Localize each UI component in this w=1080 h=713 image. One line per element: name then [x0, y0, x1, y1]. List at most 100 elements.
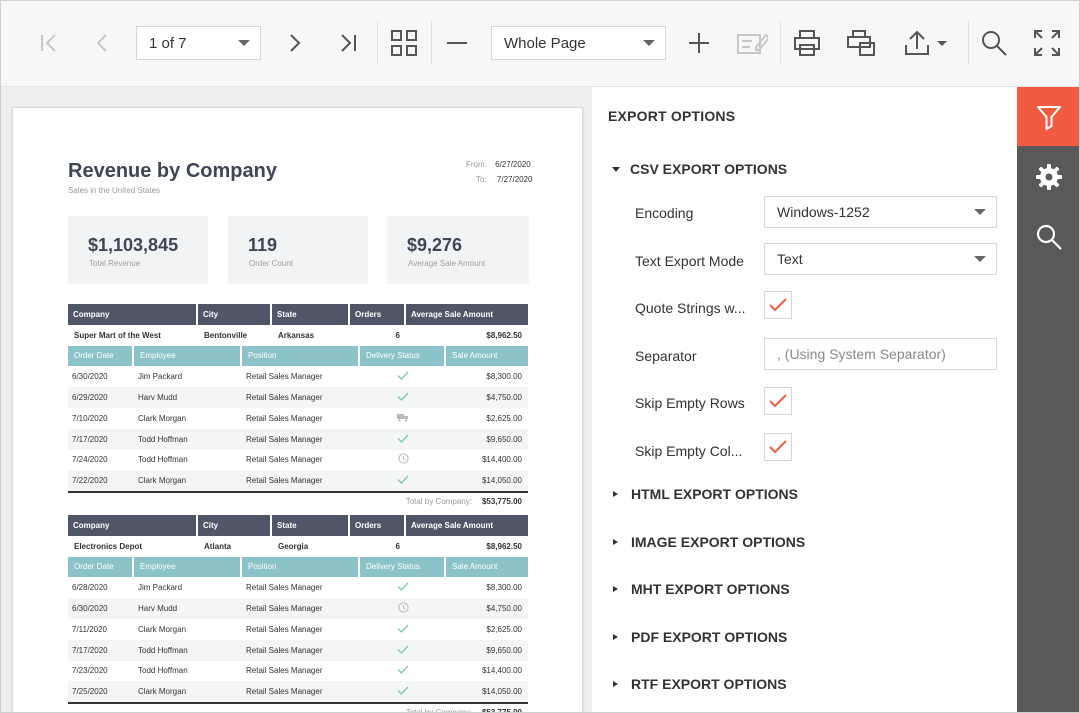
section-label: RTF EXPORT OPTIONS	[631, 676, 787, 692]
filter-icon	[1037, 105, 1061, 130]
check-icon	[397, 645, 409, 656]
last-page-button[interactable]	[330, 23, 366, 63]
check-icon	[397, 475, 409, 486]
order-date: 6/29/2020	[72, 393, 108, 403]
print-button[interactable]	[787, 23, 827, 63]
multipage-button[interactable]	[384, 23, 424, 63]
caret-right-icon	[613, 586, 618, 592]
delivery-status	[360, 624, 446, 635]
sale-amount: $4,750.00	[486, 393, 522, 403]
column-header: Company	[68, 515, 198, 536]
company-state: Arkansas	[278, 330, 315, 340]
editing-fields-button[interactable]	[732, 23, 772, 63]
order-position: Retail Sales Manager	[246, 434, 323, 444]
first-page-icon	[41, 34, 56, 52]
rtf-section-header[interactable]: RTF EXPORT OPTIONS	[612, 676, 787, 692]
chevron-left-icon	[96, 34, 107, 52]
delivery-status	[360, 434, 446, 445]
separator-input[interactable]: , (Using System Separator)	[764, 338, 997, 370]
delivery-status	[360, 665, 446, 676]
print-page-button[interactable]	[841, 23, 881, 63]
order-employee: Harv Mudd	[138, 393, 178, 403]
search-button[interactable]	[974, 23, 1014, 63]
delivery-status	[360, 453, 446, 466]
divider	[431, 21, 432, 65]
clock-icon	[397, 453, 409, 466]
company-header-row: Company City State Orders Average Sale Amoun…	[68, 304, 528, 325]
zoom-selector[interactable]: Whole Page	[491, 26, 666, 60]
edit-fields-icon	[737, 33, 768, 54]
kpi-total-revenue: $1,103,845 Total Revenue	[68, 216, 208, 284]
checkmark-icon	[769, 394, 787, 408]
image-section-header[interactable]: IMAGE EXPORT OPTIONS	[612, 534, 805, 550]
order-date: 7/10/2020	[72, 413, 108, 423]
section-label: IMAGE EXPORT OPTIONS	[631, 534, 806, 550]
column-header: City	[198, 304, 272, 325]
company-header-row: Company City State Orders Average Sale Amoun…	[68, 515, 528, 536]
section-label: MHT EXPORT OPTIONS	[631, 581, 790, 597]
table-row: 7/11/2020 Clark Morgan Retail Sales Manage…	[68, 619, 528, 640]
csv-section-header[interactable]: CSV EXPORT OPTIONS	[612, 161, 787, 177]
table-row: 7/17/2020 Todd Hoffman Retail Sales Manage…	[68, 428, 528, 450]
order-employee: Todd Hoffman	[138, 434, 188, 444]
column-header: Order Date	[68, 345, 134, 367]
encoding-label: Encoding	[635, 205, 694, 221]
prev-page-button[interactable]	[85, 23, 121, 63]
zoom-in-button[interactable]	[681, 23, 717, 63]
html-section-header[interactable]: HTML EXPORT OPTIONS	[612, 486, 798, 502]
next-page-button[interactable]	[276, 23, 312, 63]
table-row: 6/29/2020 Harv Mudd Retail Sales Manager $4…	[68, 387, 528, 408]
kpi-value: $1,103,845	[88, 235, 179, 255]
table-row: 7/23/2020 Todd Hoffman Retail Sales Manage…	[68, 661, 528, 682]
caret-right-icon	[613, 539, 618, 545]
sale-amount: $2,625.00	[486, 413, 522, 423]
page-selector[interactable]: 1 of 7	[136, 26, 261, 60]
tab-export-options[interactable]	[1017, 87, 1079, 146]
sale-amount: $14,400.00	[481, 455, 522, 465]
tab-search[interactable]	[1017, 207, 1079, 266]
order-date: 7/22/2020	[72, 476, 108, 486]
sale-amount: $2,625.00	[486, 624, 522, 634]
pdf-section-header[interactable]: PDF EXPORT OPTIONS	[612, 629, 787, 645]
order-date: 7/23/2020	[72, 666, 108, 676]
side-tab-strip	[1017, 87, 1079, 712]
order-employee: Jim Packard	[138, 583, 183, 593]
chevron-down-icon	[974, 256, 986, 262]
skip-empty-rows-checkbox[interactable]	[764, 387, 792, 415]
order-position: Retail Sales Manager	[246, 455, 323, 465]
order-date: 7/24/2020	[72, 455, 108, 465]
checkmark-icon	[769, 440, 787, 454]
delivery-status	[360, 582, 446, 593]
quote-strings-checkbox[interactable]	[764, 291, 792, 319]
column-header: Order Date	[68, 556, 134, 578]
document-preview[interactable]: Revenue by Company Sales in the United S…	[1, 87, 592, 713]
export-button[interactable]	[897, 23, 953, 63]
column-header: City	[198, 515, 272, 536]
column-header: Delivery Status	[360, 556, 446, 578]
delivery-status	[360, 371, 446, 382]
skip-empty-cols-checkbox[interactable]	[764, 433, 792, 461]
report-title: Revenue by Company	[68, 160, 277, 182]
table-row: 6/28/2020 Jim Packard Retail Sales Manager…	[68, 577, 528, 598]
date-from-label: From:	[466, 160, 487, 169]
table-row: 7/10/2020 Clark Morgan Retail Sales Manage…	[68, 408, 528, 429]
order-position: Retail Sales Manager	[246, 583, 323, 593]
first-page-button[interactable]	[31, 23, 67, 63]
tab-parameters[interactable]	[1017, 147, 1079, 206]
caret-right-icon	[613, 634, 618, 640]
sale-amount: $8,300.00	[486, 372, 522, 382]
company-group: Company City State Orders Average Sale Amoun…	[68, 304, 528, 510]
text-export-mode-select[interactable]: Text	[764, 243, 997, 275]
table-row: 7/17/2020 Todd Hoffman Retail Sales Manage…	[68, 639, 528, 661]
encoding-select[interactable]: Windows-1252	[764, 196, 997, 228]
total-label: Total by Company:	[405, 708, 472, 713]
fullscreen-button[interactable]	[1027, 23, 1067, 63]
company-avg-sale: $8,962.50	[486, 541, 522, 551]
order-employee: Clark Morgan	[138, 413, 187, 423]
kpi-label: Average Sale Amount	[408, 259, 486, 268]
kpi-order-count: 119 Order Count	[228, 216, 368, 284]
divider	[968, 21, 969, 65]
zoom-out-button[interactable]	[439, 23, 475, 63]
mht-section-header[interactable]: MHT EXPORT OPTIONS	[612, 581, 790, 597]
zoom-selector-value: Whole Page	[504, 34, 586, 52]
